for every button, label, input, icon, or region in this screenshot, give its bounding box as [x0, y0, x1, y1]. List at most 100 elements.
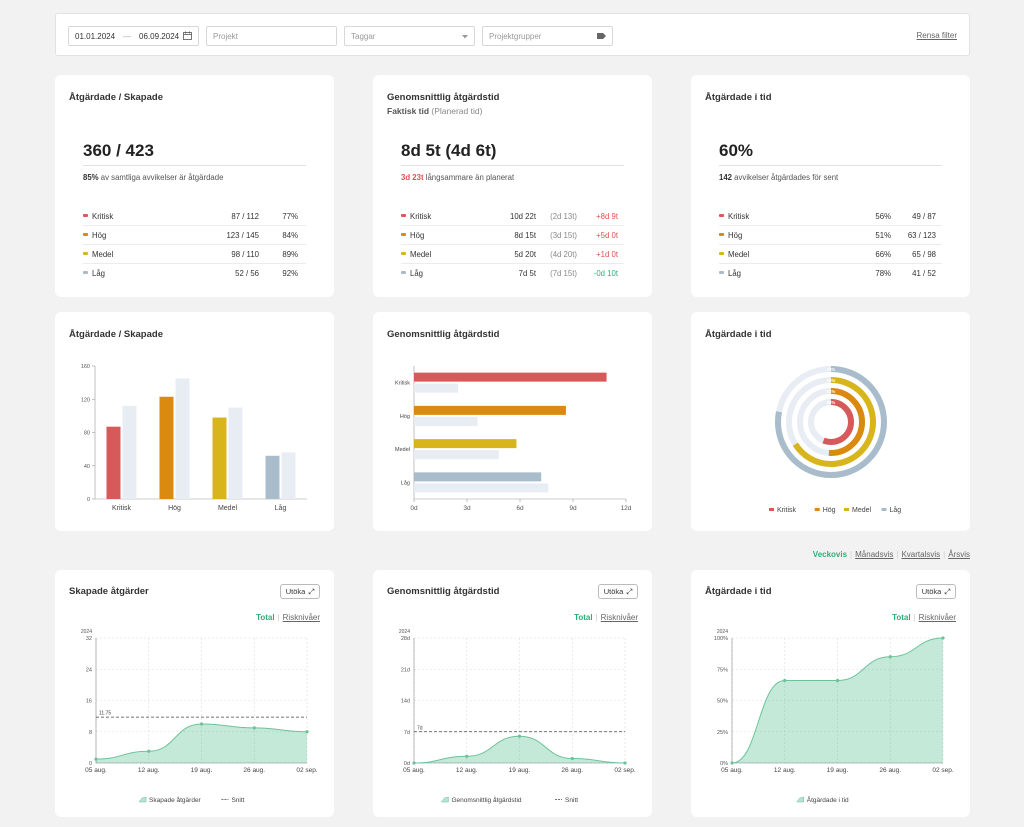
ring-label: 56% [827, 400, 836, 405]
y-tick-label: 160 [81, 364, 90, 370]
y-tick-label: 24 [86, 667, 92, 673]
avgtime-area-chart: 0d 7d 14d 21d 28d 05 aug. 12 aug. 19 aug. 26 aug… [399, 629, 636, 804]
projektgrupper-input[interactable]: Projektgrupper [482, 26, 613, 46]
table-row: Medel 98 / 110 89% [83, 245, 306, 264]
data-point [730, 761, 734, 765]
summary-rest: långsammare än planerat [423, 173, 515, 182]
legend-label: Skapade åtgärder [149, 796, 202, 804]
period-kvartalsvis[interactable]: Kvartalsvis [901, 550, 941, 559]
legend-swatch [769, 508, 774, 511]
data-point [517, 734, 522, 738]
data-point [412, 761, 416, 765]
expand-icon: ⤢ [308, 586, 315, 596]
period-arsvis[interactable]: Årsvis [948, 550, 970, 559]
filter-bar: 01.01.2024 — 06.09.2024 Projekt Taggar P… [55, 13, 970, 56]
row-planned: (7d 15t) [550, 269, 577, 278]
year-label: 2024 [81, 629, 92, 635]
period-veckovis[interactable]: Veckovis [812, 550, 848, 559]
row-label: Låg [92, 269, 106, 278]
x-tick-label: 26 aug. [243, 767, 265, 774]
divider [401, 165, 624, 166]
series-area [414, 736, 625, 763]
lag-dot [401, 271, 406, 274]
hog-dot [83, 233, 88, 236]
row-pct: 84% [282, 231, 298, 240]
bar-created [175, 378, 190, 499]
row-pct: 51% [875, 231, 891, 240]
date-range-input[interactable]: 01.01.2024 — 06.09.2024 [68, 26, 199, 46]
series-area [96, 723, 307, 763]
y-tick-label: 120 [81, 397, 90, 403]
date-separator: — [123, 31, 132, 41]
row-count: 87 / 112 [231, 212, 259, 221]
x-tick-label: 19 aug. [191, 767, 213, 774]
legend-label: Snitt [231, 797, 244, 804]
tag-icon [597, 32, 606, 41]
legend-label: Genomsnittlig åtgärdstid [451, 796, 521, 804]
mode-risk[interactable]: Risknivåer [282, 613, 320, 622]
data-point [147, 749, 151, 753]
summary-strong: 85% [83, 173, 99, 182]
ring-label: 78% [827, 367, 836, 372]
expand-button[interactable]: Utöka ⤢ [280, 584, 320, 599]
projekt-input[interactable]: Projekt [206, 26, 337, 46]
y-tick-label: Låg [401, 479, 410, 486]
x-tick-label: Medel [218, 505, 238, 512]
x-tick-label: 26 aug. [879, 767, 901, 774]
table-row: Låg 78% 41 / 52 [719, 264, 942, 283]
ring-progress [786, 377, 876, 467]
chart-card-ontime: Åtgärdade i tid 78% 66% 51% 56% Kritisk Hög Me… [691, 312, 970, 531]
x-tick-label: 02 sep. [932, 767, 954, 774]
ring-progress [775, 366, 887, 478]
mode-risk[interactable]: Risknivåer [918, 613, 956, 622]
x-tick-label: 02 sep. [296, 767, 318, 774]
trend-card-created: Skapade åtgärder Utöka ⤢ Total | Risknivåer… [55, 570, 334, 817]
bar-planned [414, 416, 478, 426]
y-tick-label: Kritisk [395, 381, 410, 387]
kritisk-dot [719, 214, 724, 217]
mode-total[interactable]: Total [256, 613, 275, 622]
y-tick-label: 50% [717, 699, 728, 705]
separator: | [595, 613, 598, 622]
bar-resolved [212, 417, 227, 499]
expand-button[interactable]: Utöka ⤢ [598, 584, 638, 599]
expand-button[interactable]: Utöka ⤢ [916, 584, 956, 599]
table-row: Kritisk 10d 22t (2d 13t) +8d 9t [401, 207, 624, 226]
mode-risk[interactable]: Risknivåer [600, 613, 638, 622]
y-tick-label: 16 [86, 699, 92, 705]
hog-dot [401, 233, 406, 236]
card-title: Åtgärdade / Skapade [69, 329, 163, 340]
legend-swatch [881, 508, 887, 511]
projektgrupper-placeholder: Projektgrupper [489, 31, 542, 41]
mode-total[interactable]: Total [574, 613, 593, 622]
medel-dot [719, 252, 724, 255]
y-tick-label: 75% [717, 667, 728, 673]
separator: | [277, 613, 280, 622]
mode-total[interactable]: Total [892, 613, 911, 622]
x-tick-label: 05 aug. [403, 767, 425, 774]
y-tick-label: 100% [714, 636, 728, 642]
chart-card-resolved: Åtgärdade / Skapade 0 40 80 120 160 Kritisk Hö… [55, 312, 334, 531]
x-tick-label: 6d [516, 505, 524, 512]
row-label: Låg [410, 269, 424, 278]
subtitle-rest: (Planerad tid) [429, 106, 483, 116]
priority-rows: Kritisk 56% 49 / 87 Hög 51% 63 / 123 Medel 66… [719, 207, 942, 283]
legend-label: Låg [890, 506, 902, 514]
ring-label: 66% [827, 378, 836, 383]
summary-text: 85% av samtliga avvikelser är åtgärdade [83, 173, 223, 182]
bar-actual [414, 472, 542, 482]
row-label: Kritisk [410, 212, 432, 221]
summary-strong: 142 [719, 173, 733, 182]
row-count: 65 / 98 [912, 250, 936, 259]
clear-filter-link[interactable]: Rensa filter [916, 31, 957, 40]
x-tick-label: 12 aug. [138, 767, 160, 774]
row-label: Hög [728, 231, 743, 240]
taggar-placeholder: Taggar [351, 31, 376, 41]
bar-created [122, 405, 137, 499]
table-row: Hög 8d 15t (3d 15t) +5d 0t [401, 226, 624, 245]
chevron-down-icon [462, 32, 468, 41]
row-label: Medel [410, 250, 432, 259]
medel-dot [83, 252, 88, 255]
taggar-select[interactable]: Taggar [344, 26, 475, 46]
period-manadsvis[interactable]: Månadsvis [855, 550, 894, 559]
